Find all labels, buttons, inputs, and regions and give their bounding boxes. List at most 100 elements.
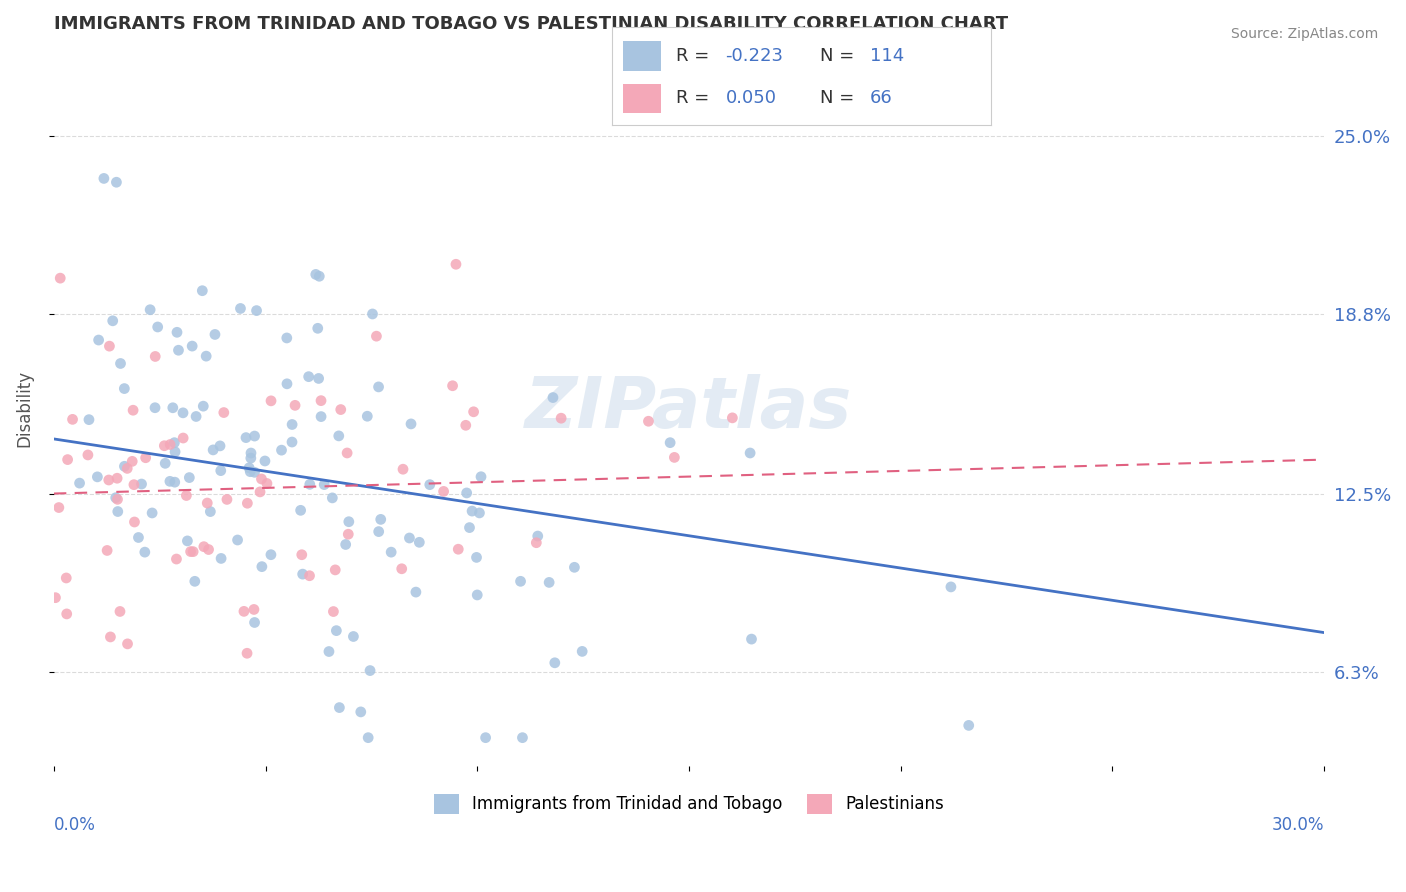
- FancyBboxPatch shape: [623, 41, 661, 71]
- Point: [165, 445, 187, 459]
- Point: [637, 414, 659, 428]
- Point: [172, 406, 194, 420]
- Point: [260, 393, 283, 408]
- Point: [243, 429, 266, 443]
- Point: [659, 435, 682, 450]
- Point: [957, 718, 980, 732]
- Point: [239, 465, 262, 479]
- Point: [235, 431, 257, 445]
- Point: [253, 454, 276, 468]
- Point: [322, 605, 344, 619]
- Text: 0.050: 0.050: [725, 89, 776, 107]
- Point: [276, 331, 298, 345]
- Point: [229, 301, 252, 316]
- Legend: Immigrants from Trinidad and Tobago, Palestinians: Immigrants from Trinidad and Tobago, Pal…: [425, 786, 953, 822]
- Point: [239, 451, 262, 466]
- Point: [77, 448, 100, 462]
- Point: [325, 624, 347, 638]
- Point: [195, 496, 218, 510]
- Point: [291, 548, 314, 562]
- Point: [155, 456, 177, 470]
- Point: [391, 562, 413, 576]
- Text: R =: R =: [676, 89, 716, 107]
- Point: [260, 548, 283, 562]
- Point: [193, 399, 215, 413]
- Point: [538, 575, 561, 590]
- Point: [114, 459, 136, 474]
- Text: N =: N =: [821, 47, 860, 65]
- Point: [399, 417, 422, 431]
- Point: [87, 333, 110, 347]
- Y-axis label: Disability: Disability: [15, 369, 32, 447]
- Point: [172, 431, 194, 445]
- Point: [541, 391, 564, 405]
- Point: [342, 630, 364, 644]
- Point: [97, 473, 120, 487]
- FancyBboxPatch shape: [623, 84, 661, 113]
- Point: [163, 435, 186, 450]
- Point: [131, 477, 153, 491]
- Point: [392, 462, 415, 476]
- Point: [433, 484, 456, 499]
- Point: [226, 533, 249, 547]
- Point: [367, 524, 389, 539]
- Point: [105, 471, 128, 485]
- Point: [238, 460, 260, 475]
- Point: [180, 544, 202, 558]
- Point: [335, 537, 357, 551]
- Point: [184, 409, 207, 424]
- Point: [270, 443, 292, 458]
- Point: [141, 506, 163, 520]
- Point: [209, 551, 232, 566]
- Point: [380, 545, 402, 559]
- Point: [307, 321, 329, 335]
- Point: [49, 271, 72, 285]
- Point: [465, 550, 488, 565]
- Text: R =: R =: [676, 47, 716, 65]
- Point: [209, 464, 232, 478]
- Point: [740, 632, 762, 646]
- Point: [236, 646, 259, 660]
- Point: [564, 560, 586, 574]
- Point: [184, 574, 207, 589]
- Point: [176, 489, 198, 503]
- Point: [318, 644, 340, 658]
- Point: [112, 382, 135, 396]
- Point: [405, 585, 427, 599]
- Point: [243, 465, 266, 479]
- Point: [122, 403, 145, 417]
- Point: [69, 476, 91, 491]
- Point: [284, 398, 307, 412]
- Point: [329, 402, 352, 417]
- Point: [250, 472, 273, 486]
- Point: [86, 470, 108, 484]
- Text: IMMIGRANTS FROM TRINIDAD AND TOBAGO VS PALESTINIAN DISABILITY CORRELATION CHART: IMMIGRANTS FROM TRINIDAD AND TOBAGO VS P…: [53, 15, 1008, 33]
- Text: ZIPatlas: ZIPatlas: [526, 374, 852, 442]
- Text: 30.0%: 30.0%: [1271, 816, 1324, 835]
- Point: [337, 527, 360, 541]
- Point: [197, 542, 219, 557]
- Point: [337, 515, 360, 529]
- Point: [200, 505, 222, 519]
- Point: [191, 284, 214, 298]
- Point: [356, 409, 378, 424]
- Point: [281, 435, 304, 450]
- Point: [298, 477, 321, 491]
- Point: [55, 571, 77, 585]
- Point: [350, 705, 373, 719]
- Point: [93, 171, 115, 186]
- Point: [328, 700, 350, 714]
- Point: [163, 475, 186, 490]
- Point: [571, 644, 593, 658]
- Point: [143, 401, 166, 415]
- Point: [336, 446, 359, 460]
- Point: [134, 545, 156, 559]
- Point: [298, 568, 321, 582]
- Point: [240, 446, 263, 460]
- Point: [146, 320, 169, 334]
- Point: [721, 410, 744, 425]
- Point: [159, 437, 181, 451]
- Point: [309, 409, 332, 424]
- Point: [107, 504, 129, 518]
- Point: [408, 535, 430, 549]
